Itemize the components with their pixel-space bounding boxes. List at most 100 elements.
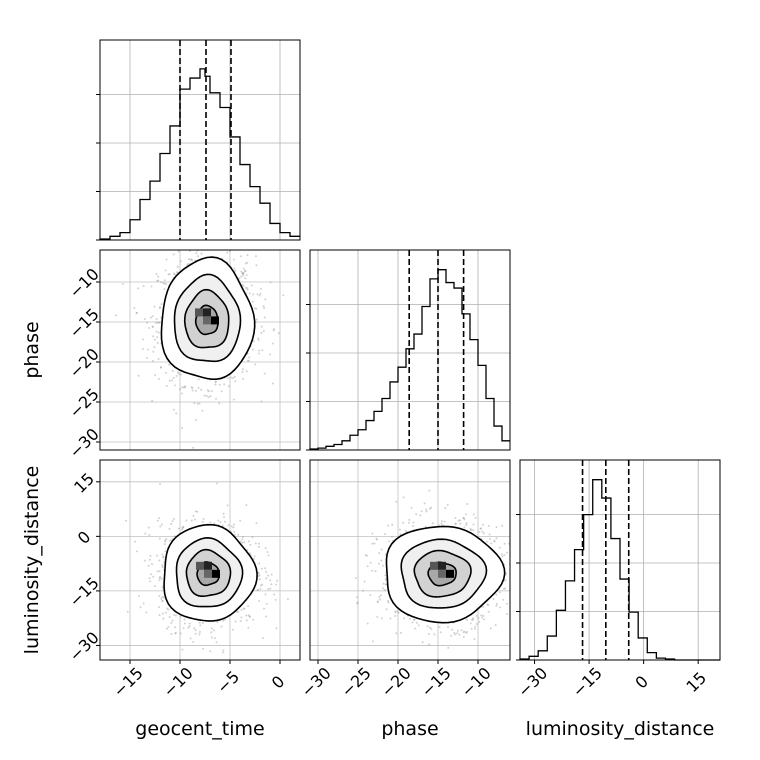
scatter-point — [415, 513, 418, 516]
scatter-point — [258, 562, 261, 565]
scatter-point — [472, 523, 475, 526]
scatter-point — [232, 526, 235, 529]
scatter-point — [165, 371, 168, 374]
scatter-point — [192, 640, 195, 643]
scatter-point — [152, 335, 155, 338]
scatter-point — [246, 254, 249, 257]
scatter-point — [265, 570, 268, 573]
scatter-point — [194, 418, 197, 421]
scatter-point — [478, 530, 481, 533]
scatter-point — [149, 580, 152, 583]
contour-2σ — [194, 304, 219, 336]
scatter-point — [267, 554, 270, 557]
scatter-point — [162, 617, 165, 620]
scatter-point — [257, 574, 260, 577]
scatter-point — [148, 558, 151, 561]
scatter-point — [144, 532, 147, 535]
scatter-point — [498, 591, 501, 594]
scatter-point — [462, 631, 465, 634]
scatter-point — [165, 627, 168, 630]
scatter-point — [267, 588, 270, 591]
scatter-point — [246, 548, 249, 551]
scatter-point — [168, 379, 171, 382]
scatter-point — [234, 620, 237, 623]
scatter-point — [173, 273, 176, 276]
scatter-point — [188, 625, 191, 628]
scatter-point — [159, 525, 162, 528]
scatter-point — [162, 596, 165, 599]
scatter-point — [477, 616, 480, 619]
scatter-point — [205, 394, 208, 397]
scatter-point — [512, 602, 514, 604]
scatter-point — [165, 258, 168, 261]
scatter-point — [362, 589, 365, 592]
scatter-point — [115, 314, 118, 317]
panel-frame — [519, 459, 721, 661]
scatter-point — [159, 306, 162, 309]
scatter-point — [254, 542, 257, 545]
scatter-point — [232, 398, 235, 401]
scatter-point — [454, 523, 457, 526]
scatter-point — [275, 583, 278, 586]
scatter-point — [481, 616, 484, 619]
scatter-point — [196, 233, 198, 235]
scatter-point — [183, 622, 186, 625]
scatter-point — [489, 627, 492, 630]
scatter-point — [463, 518, 466, 521]
scatter-point — [503, 542, 506, 545]
scatter-point — [148, 577, 151, 580]
scatter-point — [161, 566, 164, 569]
scatter-point — [145, 611, 148, 614]
scatter-point — [482, 605, 485, 608]
scatter-point — [191, 389, 194, 392]
scatter-point — [191, 259, 194, 262]
scatter-point — [459, 522, 462, 525]
scatter-point — [157, 321, 160, 324]
scatter-point — [181, 648, 184, 651]
y-tick-label-luminosity_distance: −15 — [65, 573, 102, 610]
scatter-point — [156, 279, 159, 282]
scatter-point — [505, 602, 508, 605]
scatter-point — [502, 587, 505, 590]
scatter-point — [463, 630, 466, 633]
scatter-point — [247, 359, 250, 362]
scatter-point — [384, 533, 387, 536]
scatter-point — [161, 586, 164, 589]
density-cell — [212, 569, 220, 578]
scatter-point — [474, 625, 477, 628]
scatter-point — [179, 615, 182, 618]
scatter-point — [265, 602, 268, 605]
scatter-point — [220, 390, 223, 393]
scatter-point — [190, 258, 193, 261]
scatter-point — [156, 519, 159, 522]
scatter-point — [194, 389, 197, 392]
panel-frame — [309, 459, 511, 661]
scatter-point — [409, 617, 412, 620]
scatter-point — [366, 565, 369, 568]
scatter-point — [198, 621, 201, 624]
scatter-point — [470, 627, 473, 630]
scatter-point — [161, 600, 164, 603]
scatter-point — [404, 529, 407, 532]
scatter-point — [202, 517, 205, 520]
scatter-point — [417, 624, 420, 627]
scatter-point — [173, 535, 176, 538]
scatter-point — [161, 553, 164, 556]
scatter-point — [387, 540, 390, 543]
scatter-point — [162, 556, 165, 559]
scatter-point — [240, 616, 243, 619]
scatter-point — [446, 625, 449, 628]
scatter-point — [134, 540, 137, 543]
scatter-point — [156, 342, 159, 345]
scatter-point — [151, 360, 154, 363]
scatter-point — [454, 633, 457, 636]
scatter-point — [510, 589, 512, 591]
scatter-point — [155, 330, 158, 333]
scatter-point — [277, 332, 280, 335]
scatter-point — [181, 528, 184, 531]
scatter-point — [172, 376, 175, 379]
scatter-point — [160, 281, 163, 284]
density-cell — [430, 561, 438, 570]
scatter-point — [241, 535, 244, 538]
